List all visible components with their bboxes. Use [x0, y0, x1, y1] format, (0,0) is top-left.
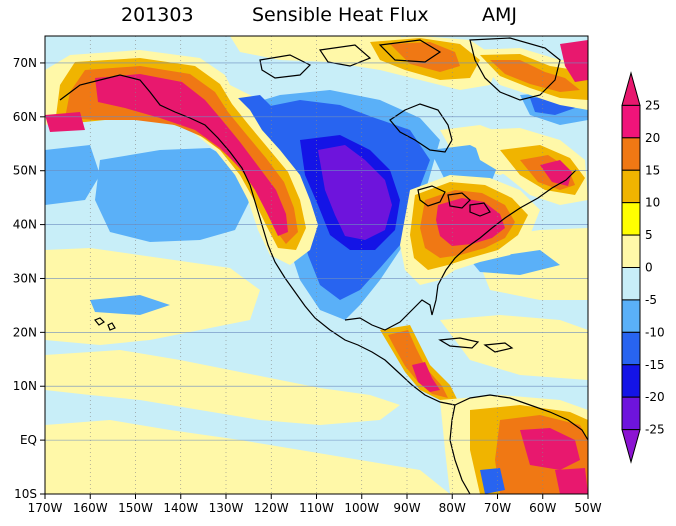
lon-tick-label: 60W	[529, 501, 556, 515]
colorbar-swatch	[621, 429, 641, 464]
colorbar-swatch	[621, 396, 641, 431]
lon-tick-label: 130W	[209, 501, 244, 515]
colorbar-label: -25	[645, 423, 665, 437]
lat-tick-label: 20N	[13, 325, 37, 339]
colorbar: 25 20 15 10 5 0 -5 -10 -15 -20 -25	[621, 71, 665, 464]
colorbar-swatch	[621, 331, 641, 366]
lon-tick-label: 110W	[299, 501, 334, 515]
latitude-axis: 70N 60N 50N 40N 30N 20N 10N EQ 10S	[13, 56, 45, 501]
colorbar-label: 20	[645, 131, 660, 145]
colorbar-label: -10	[645, 325, 665, 339]
colorbar-swatch	[621, 202, 641, 236]
longitude-gridlines	[89, 36, 544, 494]
lat-tick-label: 40N	[13, 218, 37, 232]
lat-tick-label: 10N	[13, 379, 37, 393]
lon-tick-label: 170W	[28, 501, 63, 515]
colorbar-swatch	[621, 299, 641, 333]
latitude-gridlines	[45, 62, 588, 441]
lat-tick-label: 50N	[13, 164, 37, 178]
colorbar-label: 5	[645, 228, 653, 242]
lon-tick-label: 120W	[254, 501, 289, 515]
colorbar-label: 25	[645, 98, 660, 112]
lon-tick-label: 100W	[344, 501, 379, 515]
colorbar-label: -5	[645, 293, 657, 307]
colorbar-swatch	[621, 104, 641, 139]
colorbar-swatch	[621, 71, 641, 106]
colorbar-label: -20	[645, 390, 665, 404]
lat-tick-label: EQ	[20, 433, 37, 447]
title-season: AMJ	[482, 4, 517, 26]
colorbar-label: -15	[645, 358, 665, 372]
lon-tick-label: 150W	[118, 501, 153, 515]
coastlines	[59, 37, 588, 494]
lat-tick-label: 10S	[14, 487, 37, 501]
lon-tick-label: 50W	[574, 501, 601, 515]
lon-tick-label: 70W	[484, 501, 511, 515]
lat-tick-label: 60N	[13, 110, 37, 124]
map-title: 201303 Sensible Heat Flux AMJ	[0, 4, 676, 34]
lon-tick-label: 160W	[73, 501, 108, 515]
colorbar-label: 15	[645, 163, 660, 177]
longitude-axis: 170W 160W 150W 140W 130W 120W 110W 100W 90W 80W 70…	[28, 494, 602, 515]
title-date: 201303	[121, 4, 194, 26]
colorbar-swatch	[621, 234, 641, 268]
lon-tick-label: 90W	[393, 501, 420, 515]
lat-tick-label: 30N	[13, 271, 37, 285]
lat-tick-label: 70N	[13, 56, 37, 70]
lon-tick-label: 80W	[439, 501, 466, 515]
colorbar-label: 10	[645, 196, 660, 210]
colorbar-label: 0	[645, 261, 653, 275]
colorbar-swatch	[621, 364, 641, 398]
colorbar-swatch	[621, 169, 641, 204]
lon-tick-label: 140W	[163, 501, 198, 515]
title-field: Sensible Heat Flux	[252, 4, 429, 26]
colorbar-swatch	[621, 137, 641, 171]
colorbar-swatch	[621, 267, 641, 301]
